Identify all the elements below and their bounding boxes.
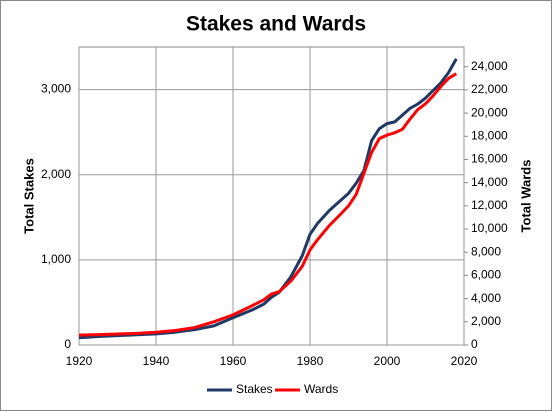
- x-tick-label: 1940: [143, 354, 170, 368]
- y2-tick-label: 0: [471, 337, 478, 351]
- plot-area: [78, 46, 465, 346]
- chart-title: Stakes and Wards: [186, 13, 366, 36]
- y2-tick-label: 20,000: [471, 105, 508, 119]
- y2-tick-label: 4,000: [471, 291, 501, 305]
- y-tick-label: 3,000: [41, 82, 71, 96]
- x-tick-label: 1980: [297, 354, 324, 368]
- y2-tick-label: 6,000: [471, 268, 501, 282]
- y2-tick-label: 24,000: [471, 59, 508, 73]
- y-tick-label: 0: [64, 337, 71, 351]
- y2-tick-label: 14,000: [471, 175, 508, 189]
- data-line: [78, 72, 458, 337]
- data-line: [78, 58, 458, 340]
- y2-tick-label: 22,000: [471, 82, 508, 96]
- y2-tick-label: 8,000: [471, 244, 501, 258]
- y-tick-label: 1,000: [41, 252, 71, 266]
- y2-tick-label: 18,000: [471, 128, 508, 142]
- y2-tick-label: 12,000: [471, 198, 508, 212]
- legend-label: Wards: [304, 382, 338, 396]
- x-tick-label: 2020: [451, 354, 478, 368]
- legend-label: Stakes: [236, 382, 273, 396]
- y-tick-label: 2,000: [41, 167, 71, 181]
- x-tick-label: 1920: [66, 354, 93, 368]
- x-tick-label: 1960: [220, 354, 247, 368]
- y2-axis-title: Total Wards: [518, 160, 533, 233]
- y2-tick-label: 10,000: [471, 221, 508, 235]
- x-tick-label: 2000: [374, 354, 401, 368]
- y2-tick-label: 16,000: [471, 152, 508, 166]
- y2-tick-label: 2,000: [471, 314, 501, 328]
- y-axis-title: Total Stakes: [21, 158, 36, 234]
